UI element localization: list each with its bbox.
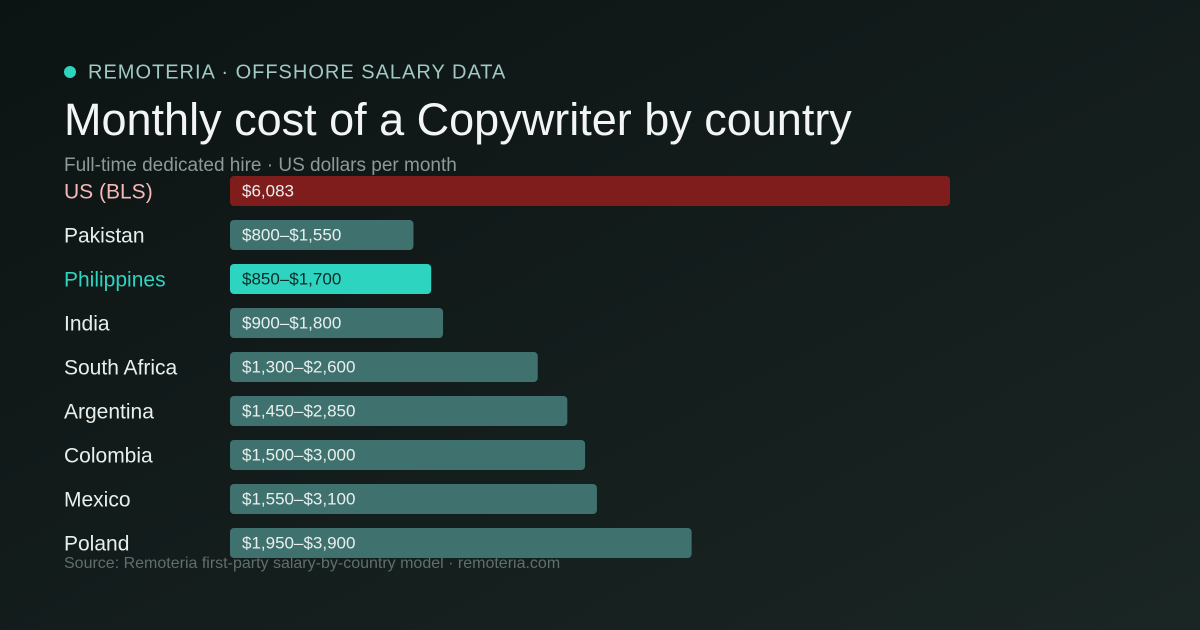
kicker-dot [64,66,76,78]
chart-title: Monthly cost of a Copywriter by country [64,94,852,145]
value-label: $1,450–$2,850 [242,401,355,420]
category-label: Philippines [64,269,166,292]
bar [230,440,586,470]
bar [230,484,597,514]
value-label: $900–$1,800 [242,313,341,332]
category-label: Mexico [64,489,131,512]
category-label: Argentina [64,401,154,424]
category-label: Poland [64,533,129,556]
category-label: Pakistan [64,225,145,248]
value-label: $850–$1,700 [242,269,341,288]
bar [230,176,950,206]
value-label: $1,550–$3,100 [242,489,355,508]
source: Source: Remoteria first-party salary-by-… [64,555,560,572]
value-label: $800–$1,550 [242,225,341,244]
bar [230,396,568,426]
bar [230,264,432,294]
value-label: $1,500–$3,000 [242,445,355,464]
category-label: US (BLS) [64,181,153,204]
category-label: Colombia [64,445,153,468]
category-label: South Africa [64,357,178,380]
value-label: $1,300–$2,600 [242,357,355,376]
bar [230,352,538,382]
bar [230,220,414,250]
subtitle: Full-time dedicated hire · US dollars pe… [64,155,457,176]
bar [230,308,444,338]
bar [230,528,692,558]
value-label: $1,950–$3,900 [242,533,355,552]
category-label: India [64,313,110,336]
value-label: $6,083 [242,181,294,200]
kicker: REMOTERIA · OFFSHORE SALARY DATA [88,61,506,83]
